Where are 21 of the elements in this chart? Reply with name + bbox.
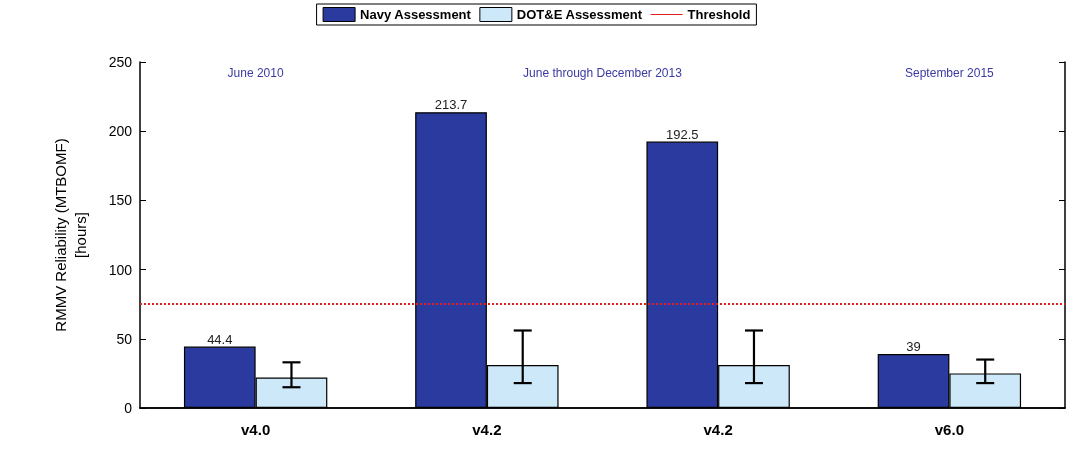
annotation: September 2015 xyxy=(905,66,995,80)
data-label: 39 xyxy=(906,339,921,355)
x-tick-label: v4.2 xyxy=(703,421,733,438)
data-label: 44.4 xyxy=(207,331,233,347)
legend-label: Threshold xyxy=(687,7,751,22)
y-axis-title: RMMV Reliability (MTBOMF) [hours] xyxy=(51,138,89,332)
y-tick-label: 150 xyxy=(108,192,133,209)
x-tick-label: v4.0 xyxy=(241,421,271,438)
legend-label: Navy Assessment xyxy=(360,7,472,22)
annotation: June 2010 xyxy=(227,66,284,80)
legend-label: DOT&E Assessment xyxy=(516,7,643,22)
y-tick-label: 200 xyxy=(108,123,133,140)
y-tick-label: 50 xyxy=(116,330,133,347)
data-label: 213.7 xyxy=(434,97,468,113)
data-label: 192.5 xyxy=(666,126,699,142)
x-tick-label: v6.0 xyxy=(934,421,964,438)
y-tick-label: 0 xyxy=(124,400,133,416)
y-tick-label: 250 xyxy=(108,54,133,70)
y-tick-label: 100 xyxy=(108,261,133,278)
x-tick-label: v4.2 xyxy=(472,421,502,438)
annotation: June through December 2013 xyxy=(523,66,683,80)
